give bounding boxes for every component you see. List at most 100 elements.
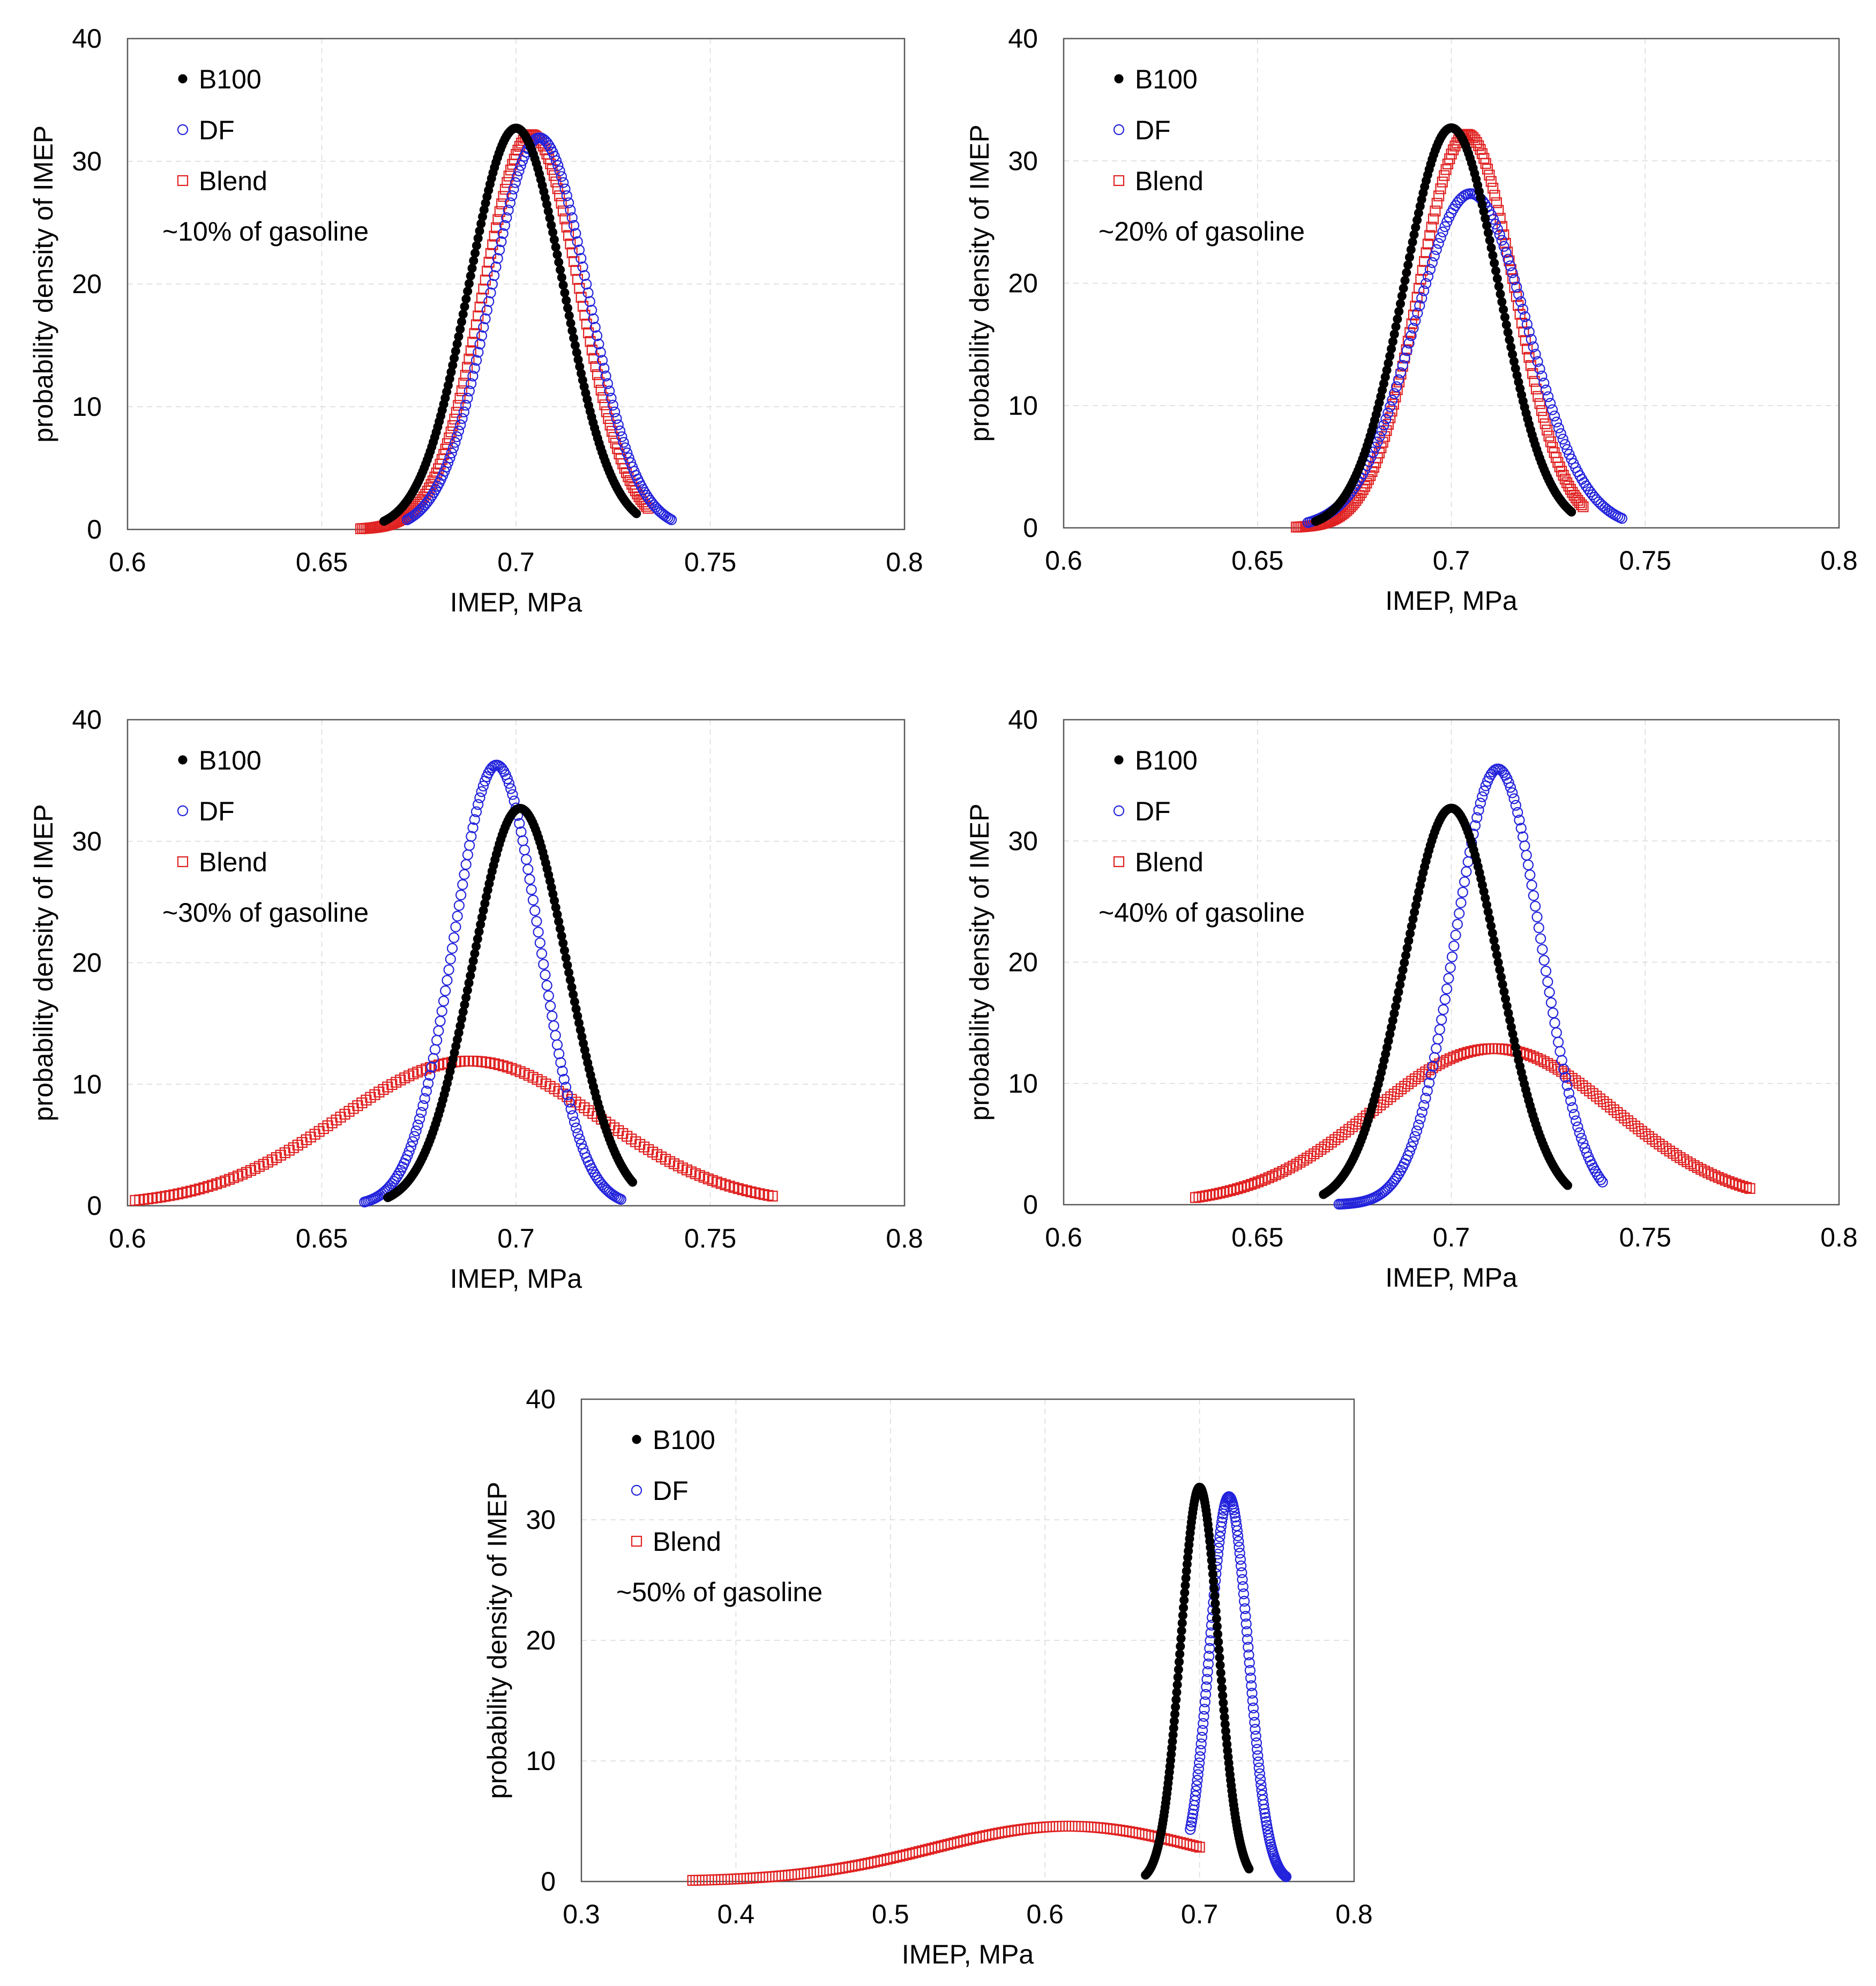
data-point-df <box>554 165 565 176</box>
legend-label-blend: Blend <box>199 166 267 196</box>
series-blend <box>687 1820 1205 1886</box>
data-point-b100 <box>1404 252 1414 262</box>
data-point-b100 <box>1400 958 1409 967</box>
data-point-blend <box>1210 1188 1222 1199</box>
data-point-df <box>1195 1738 1207 1750</box>
data-point-b100 <box>1399 283 1408 293</box>
data-point-blend <box>1281 1164 1292 1175</box>
data-point-blend <box>798 1868 810 1879</box>
legend: B100 DF Blend <box>1113 745 1204 877</box>
data-point-df <box>593 338 604 350</box>
data-point-b100 <box>1400 275 1410 285</box>
data-point-blend <box>1475 144 1486 155</box>
data-point-blend <box>780 1870 791 1881</box>
data-point-blend <box>1473 140 1484 152</box>
data-point-b100 <box>469 256 479 265</box>
data-point-df <box>1498 241 1509 252</box>
data-point-b100 <box>1213 1629 1223 1639</box>
data-point-blend <box>728 1873 740 1885</box>
data-point-df <box>570 228 581 239</box>
data-point-df <box>1260 1816 1272 1827</box>
data-point-df <box>1536 370 1548 382</box>
data-point-df <box>1561 1080 1573 1091</box>
legend-marker-blend <box>1113 175 1125 186</box>
x-tick-label: 0.6 <box>1026 1899 1064 1929</box>
data-point-df <box>422 1078 434 1089</box>
data-point-blend <box>461 362 473 373</box>
data-point-blend <box>1238 1181 1250 1192</box>
data-point-df <box>1217 1512 1228 1524</box>
data-point-blend <box>465 345 476 356</box>
data-point-blend <box>1242 1180 1253 1191</box>
data-point-df <box>1522 859 1534 871</box>
data-point-b100 <box>1178 1610 1187 1620</box>
data-point-blend <box>454 392 466 404</box>
data-point-blend <box>1419 256 1430 267</box>
data-point-blend <box>1079 1821 1090 1832</box>
data-point-df <box>466 378 477 389</box>
data-point-df <box>1190 1785 1202 1796</box>
x-tick-label: 0.8 <box>886 1223 923 1253</box>
data-point-b100 <box>455 324 465 334</box>
data-point-blend <box>565 238 576 250</box>
data-point-b100 <box>1567 507 1576 517</box>
data-point-df <box>1432 1033 1444 1045</box>
data-point-df <box>416 1107 427 1118</box>
data-point-blend <box>1382 419 1394 430</box>
data-point-df <box>1385 401 1396 413</box>
data-point-blend <box>1047 1821 1059 1832</box>
data-point-df <box>1378 420 1389 431</box>
data-point-b100 <box>1396 973 1406 982</box>
data-point-df <box>639 487 651 498</box>
data-point-blend <box>1558 469 1569 481</box>
series-blend <box>1291 129 1589 533</box>
data-point-b100 <box>467 264 477 273</box>
data-point-df <box>1412 308 1423 319</box>
data-point-blend <box>449 413 460 425</box>
data-point-df <box>581 279 592 290</box>
data-point-blend <box>725 1873 737 1885</box>
data-point-df <box>442 975 453 986</box>
data-point-df <box>615 1193 626 1205</box>
data-point-df <box>462 849 474 861</box>
data-point-df <box>1533 922 1544 934</box>
data-point-df <box>1545 997 1557 1009</box>
data-point-df <box>1433 238 1444 249</box>
data-point-df <box>1542 976 1553 988</box>
data-point-df <box>506 190 518 201</box>
data-point-blend <box>1235 1182 1246 1193</box>
x-axis-title: IMEP, MPa <box>1385 586 1518 616</box>
data-point-df <box>1549 410 1560 422</box>
data-point-blend <box>1594 1093 1605 1104</box>
data-point-blend <box>458 377 469 389</box>
data-point-b100 <box>467 964 477 973</box>
data-point-blend <box>492 214 504 225</box>
data-point-blend <box>1535 1054 1546 1066</box>
data-point-blend <box>1449 140 1461 152</box>
data-point-df <box>1201 1681 1212 1692</box>
x-tick-label: 0.7 <box>1433 546 1470 576</box>
data-point-blend <box>687 1875 698 1886</box>
data-point-blend <box>786 1869 797 1880</box>
data-point-b100 <box>463 287 473 296</box>
y-tick-label: 40 <box>526 1384 556 1414</box>
data-point-blend <box>494 206 505 217</box>
data-point-blend <box>1528 1051 1539 1063</box>
data-point-df <box>552 160 564 171</box>
data-point-df <box>496 236 507 248</box>
data-point-df <box>573 244 585 256</box>
data-point-blend <box>1740 1182 1752 1193</box>
data-point-df <box>1201 1674 1213 1685</box>
data-point-df <box>602 378 613 389</box>
data-point-df <box>1429 250 1440 262</box>
data-point-df <box>457 879 468 890</box>
data-point-df <box>1216 1517 1228 1528</box>
x-tick-label: 0.8 <box>1820 1222 1858 1252</box>
data-point-blend <box>1692 1162 1703 1173</box>
chart-panel-3: 0.6 0.65 0.7 0.75 0.8 0 10 20 30 40 IMEP, MPa proba… <box>28 705 923 1294</box>
data-point-df <box>1197 1725 1208 1736</box>
data-point-df <box>1409 1131 1421 1142</box>
data-point-df <box>1439 221 1451 233</box>
data-point-df <box>1450 929 1461 941</box>
data-point-df <box>490 262 502 273</box>
